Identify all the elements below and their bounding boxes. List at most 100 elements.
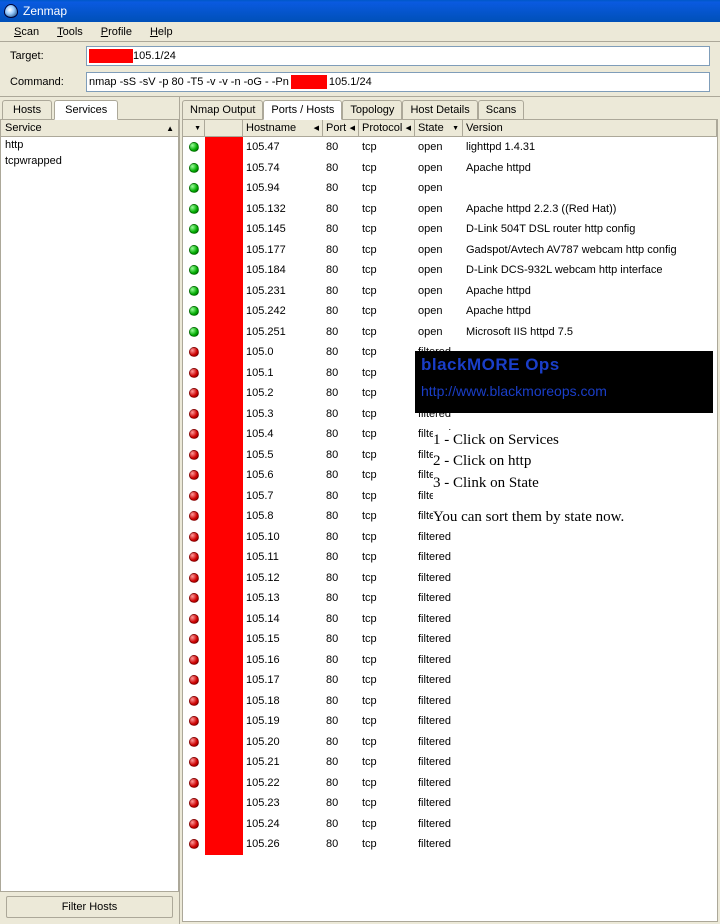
table-row[interactable]: 105.1780tcpfiltered (183, 670, 717, 691)
table-row[interactable]: 105.24280tcpopenApache httpd (183, 301, 717, 322)
menu-tools[interactable]: Tools (49, 24, 91, 40)
table-row[interactable]: 105.23180tcpopenApache httpd (183, 281, 717, 302)
state-cell: filtered (415, 836, 463, 852)
port-cell: 80 (323, 590, 359, 606)
hostname-cell: 105.13 (243, 590, 323, 606)
hostname-cell: 105.11 (243, 549, 323, 565)
redacted-cell (205, 158, 243, 179)
target-redacted (89, 49, 133, 63)
protocol-cell: tcp (359, 139, 415, 155)
col-hostname[interactable]: Hostname◀ (243, 120, 323, 136)
table-row[interactable]: 105.2180tcpfiltered (183, 752, 717, 773)
port-cell: 80 (323, 570, 359, 586)
tab-topology[interactable]: Topology (342, 100, 402, 119)
hostname-cell: 105.177 (243, 242, 323, 258)
command-input-wrap[interactable]: nmap -sS -sV -p 80 -T5 -v -v -n -oG - -P… (86, 72, 710, 92)
state-cell: open (415, 324, 463, 340)
hostname-cell: 105.6 (243, 467, 323, 483)
version-cell (463, 719, 717, 723)
hostname-cell: 105.4 (243, 426, 323, 442)
port-cell: 80 (323, 693, 359, 709)
protocol-cell: tcp (359, 529, 415, 545)
service-item[interactable]: http (1, 137, 178, 153)
left-tabs: Hosts Services (0, 97, 179, 119)
col-port[interactable]: Port◀ (323, 120, 359, 136)
port-cell: 80 (323, 324, 359, 340)
service-column-header[interactable]: Service ▲ (0, 119, 179, 137)
port-cell: 80 (323, 467, 359, 483)
table-row[interactable]: 105.2080tcpfiltered (183, 732, 717, 753)
redacted-cell (205, 711, 243, 732)
redacted-cell (205, 301, 243, 322)
filter-hosts-button[interactable]: Filter Hosts (6, 896, 173, 918)
col-version[interactable]: Version (463, 120, 717, 136)
table-row[interactable]: 105.2280tcpfiltered (183, 773, 717, 794)
port-cell: 80 (323, 754, 359, 770)
version-cell (463, 596, 717, 600)
table-row[interactable]: 105.4780tcpopenlighttpd 1.4.31 (183, 137, 717, 158)
table-row[interactable]: 105.1380tcpfiltered (183, 588, 717, 609)
hostname-cell: 105.8 (243, 508, 323, 524)
note-line-4: You can sort them by state now. (433, 507, 703, 527)
protocol-cell: tcp (359, 693, 415, 709)
table-row[interactable]: 105.2480tcpfiltered (183, 814, 717, 835)
sort-glyph-icon: ◀ (314, 124, 319, 132)
table-row[interactable]: 105.1180tcpfiltered (183, 547, 717, 568)
col-redact[interactable] (205, 120, 243, 136)
protocol-cell: tcp (359, 426, 415, 442)
status-dot-icon (189, 450, 199, 460)
port-cell: 80 (323, 734, 359, 750)
tab-hosts[interactable]: Hosts (2, 100, 52, 119)
version-cell (463, 637, 717, 641)
table-row[interactable]: 105.1980tcpfiltered (183, 711, 717, 732)
hostname-cell: 105.26 (243, 836, 323, 852)
table-row[interactable]: 105.2380tcpfiltered (183, 793, 717, 814)
table-row[interactable]: 105.13280tcpopenApache httpd 2.2.3 ((Red… (183, 199, 717, 220)
service-item[interactable]: tcpwrapped (1, 153, 178, 169)
tab-services[interactable]: Services (54, 100, 118, 120)
menu-help[interactable]: Help (142, 24, 181, 40)
command-label: Command: (10, 76, 78, 88)
hostname-cell: 105.47 (243, 139, 323, 155)
version-cell: Apache httpd (463, 283, 717, 299)
table-row[interactable]: 105.1280tcpfiltered (183, 568, 717, 589)
tab-host-details[interactable]: Host Details (402, 100, 477, 119)
col-protocol[interactable]: Protocol◀ (359, 120, 415, 136)
menu-profile[interactable]: Profile (93, 24, 140, 40)
tab-nmap-output[interactable]: Nmap Output (182, 100, 263, 119)
window-title: Zenmap (23, 4, 67, 18)
state-cell: filtered (415, 734, 463, 750)
state-cell: filtered (415, 570, 463, 586)
table-row[interactable]: 105.18480tcpopenD-Link DCS-932L webcam h… (183, 260, 717, 281)
target-input-wrap[interactable] (86, 46, 710, 66)
table-row[interactable]: 105.1880tcpfiltered (183, 691, 717, 712)
table-row[interactable]: 105.1080tcpfiltered (183, 527, 717, 548)
version-cell (463, 617, 717, 621)
command-input-spacer[interactable] (372, 76, 707, 88)
table-row[interactable]: 105.2680tcpfiltered (183, 834, 717, 855)
tab-scans[interactable]: Scans (478, 100, 525, 119)
table-row[interactable]: 105.9480tcpopen (183, 178, 717, 199)
target-input[interactable] (133, 50, 707, 62)
table-row[interactable]: 105.7480tcpopenApache httpd (183, 158, 717, 179)
table-row[interactable]: 105.25180tcpopenMicrosoft IIS httpd 7.5 (183, 322, 717, 343)
service-header-label: Service (5, 122, 42, 134)
port-cell: 80 (323, 611, 359, 627)
status-dot-icon (189, 552, 199, 562)
table-row[interactable]: 105.1480tcpfiltered (183, 609, 717, 630)
table-row[interactable]: 105.14580tcpopenD-Link 504T DSL router h… (183, 219, 717, 240)
port-cell: 80 (323, 775, 359, 791)
protocol-cell: tcp (359, 283, 415, 299)
tab-ports-hosts[interactable]: Ports / Hosts (263, 100, 342, 120)
menu-scan[interactable]: Scan (6, 24, 47, 40)
col-status-icon[interactable]: ▼ (183, 120, 205, 136)
status-dot-icon (189, 511, 199, 521)
state-cell: open (415, 139, 463, 155)
redacted-cell (205, 588, 243, 609)
port-cell: 80 (323, 180, 359, 196)
table-row[interactable]: 105.1680tcpfiltered (183, 650, 717, 671)
col-state[interactable]: State▼ (415, 120, 463, 136)
table-row[interactable]: 105.1580tcpfiltered (183, 629, 717, 650)
table-row[interactable]: 105.17780tcpopenGadspot/Avtech AV787 web… (183, 240, 717, 261)
version-cell (463, 678, 717, 682)
